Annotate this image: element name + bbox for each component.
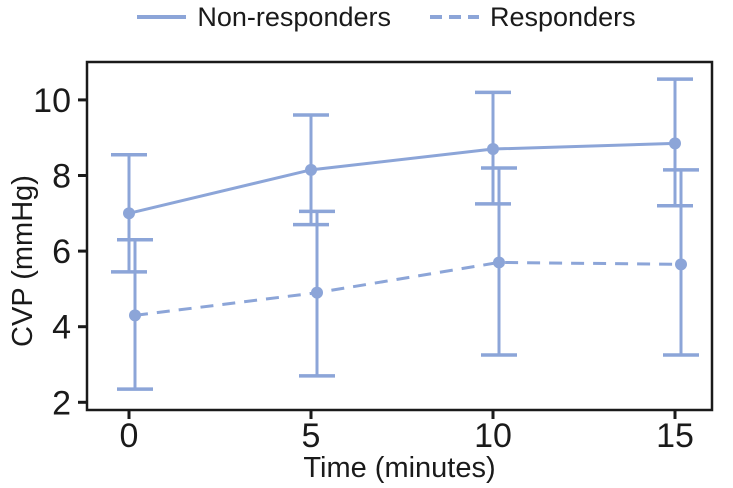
- x-tick-label: 15: [656, 417, 694, 455]
- x-tick-label: 0: [120, 417, 139, 455]
- data-point-marker: [669, 137, 681, 150]
- x-tick-label: 5: [302, 417, 321, 455]
- y-tick-label: 6: [52, 233, 71, 271]
- data-point-marker: [305, 163, 317, 176]
- y-axis-title: CVP (mmHg): [7, 175, 39, 347]
- data-point-marker: [123, 207, 135, 220]
- series-line-responders: [134, 260, 682, 317]
- dashed-line-swatch: [430, 15, 479, 19]
- y-tick-label: 10: [33, 82, 71, 120]
- y-tick-label: 8: [52, 158, 71, 196]
- data-point-marker: [487, 143, 499, 156]
- plot-frame: [85, 60, 714, 412]
- data-point-marker: [675, 258, 687, 271]
- legend-item-non-responders: Non-responders: [137, 1, 391, 33]
- legend-item-responders: Responders: [430, 1, 636, 33]
- chart-legend: Non-responders Responders: [87, 0, 686, 34]
- data-point-marker: [493, 256, 505, 269]
- series-line-non-responders: [128, 141, 676, 215]
- data-point-marker: [311, 286, 323, 299]
- x-axis-title: Time (minutes): [303, 452, 496, 484]
- legend-label-responders: Responders: [490, 2, 636, 32]
- solid-line-swatch: [137, 15, 187, 19]
- data-point-marker: [129, 309, 141, 322]
- legend-label-non-responders: Non-responders: [197, 2, 391, 32]
- y-tick-label: 2: [52, 384, 71, 422]
- y-tick-label: 4: [52, 309, 71, 347]
- x-tick-label: 10: [474, 417, 512, 455]
